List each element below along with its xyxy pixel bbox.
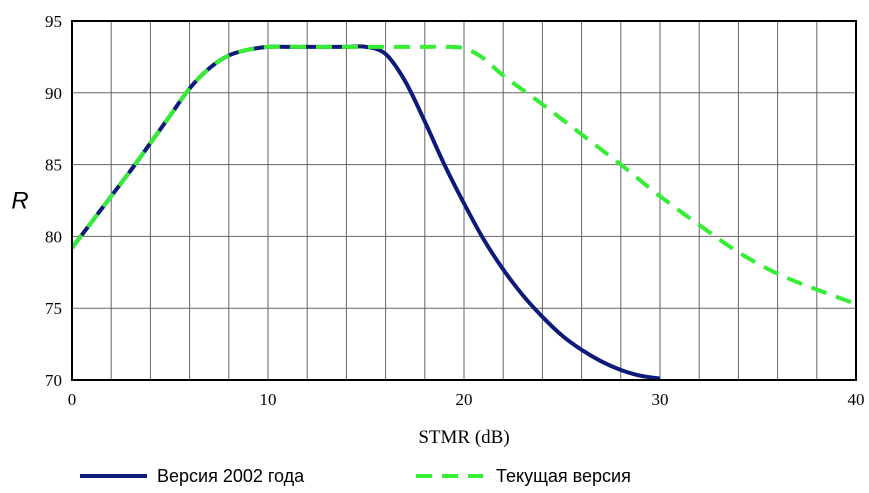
y-axis-label: R xyxy=(11,188,28,215)
y-tick-label: 95 xyxy=(45,12,62,31)
x-axis-label: STMR (dB) xyxy=(418,427,509,448)
y-tick-label: 75 xyxy=(45,299,62,318)
legend-label-2: Текущая версия xyxy=(496,466,631,486)
plot-frame xyxy=(71,20,857,381)
y-tick-label: 70 xyxy=(45,371,62,390)
y-tick-label: 90 xyxy=(45,84,62,103)
legend-label-1: Версия 2002 года xyxy=(157,466,305,486)
x-tick-label: 10 xyxy=(260,390,277,409)
series-line-2 xyxy=(70,44,857,306)
series-lines xyxy=(70,44,857,381)
x-tick-label: 30 xyxy=(652,390,669,409)
x-tick-label: 20 xyxy=(456,390,473,409)
tick-labels: 0 10 20 30 40 70 75 80 85 90 95 xyxy=(45,12,865,409)
x-tick-label: 0 xyxy=(68,390,77,409)
legend: Версия 2002 года Текущая версия xyxy=(80,466,631,486)
y-tick-label: 85 xyxy=(45,156,62,175)
x-tick-label: 40 xyxy=(848,390,865,409)
grid xyxy=(72,21,856,380)
y-tick-label: 80 xyxy=(45,227,62,246)
series-line-1 xyxy=(70,44,661,381)
